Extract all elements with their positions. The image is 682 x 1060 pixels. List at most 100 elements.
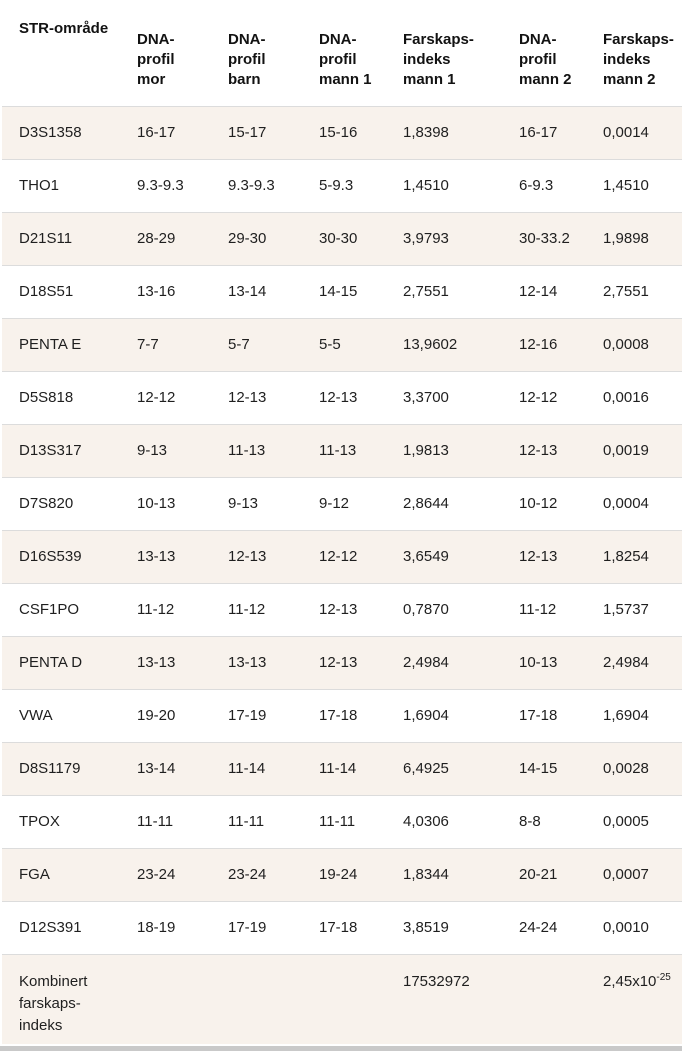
cell-dna-profil-mann2: 16-17 <box>519 106 603 159</box>
cell-dna-profil-barn: 5-7 <box>228 318 319 371</box>
table-row: D3S1358 16-17 15-17 15-16 1,8398 16-17 0… <box>2 106 682 159</box>
col-header-dna-profil-mor: DNA- profil mor <box>137 31 175 88</box>
cell-str-omrade: D16S539 <box>2 530 137 583</box>
cell-dna-profil-mann1: 17-18 <box>319 689 403 742</box>
cell-str-omrade: D5S818 <box>2 371 137 424</box>
table-body: D3S1358 16-17 15-17 15-16 1,8398 16-17 0… <box>2 106 682 1044</box>
footer-combined-index-mann2: 2,45x10-25 <box>603 954 682 1044</box>
cell-farskapsindeks-mann1: 3,3700 <box>403 371 519 424</box>
cell-farskapsindeks-mann1: 1,8344 <box>403 848 519 901</box>
cell-farskapsindeks-mann2: 0,0014 <box>603 106 682 159</box>
cell-dna-profil-mor: 11-12 <box>137 583 228 636</box>
cell-farskapsindeks-mann1: 2,8644 <box>403 477 519 530</box>
cell-farskapsindeks-mann1: 13,9602 <box>403 318 519 371</box>
cell-dna-profil-mann1: 5-5 <box>319 318 403 371</box>
combined-index-mann2-exponent: -25 <box>656 972 671 983</box>
cell-farskapsindeks-mann2: 0,0007 <box>603 848 682 901</box>
cell-dna-profil-mann2: 17-18 <box>519 689 603 742</box>
table-row: D5S818 12-12 12-13 12-13 3,3700 12-12 0,… <box>2 371 682 424</box>
horizontal-scrollbar-track <box>0 1046 682 1051</box>
footer-empty-mann2 <box>519 954 603 1044</box>
cell-farskapsindeks-mann2: 0,0016 <box>603 371 682 424</box>
cell-dna-profil-mann1: 12-13 <box>319 636 403 689</box>
table-row: D7S820 10-13 9-13 9-12 2,8644 10-12 0,00… <box>2 477 682 530</box>
cell-farskapsindeks-mann2: 1,4510 <box>603 159 682 212</box>
cell-dna-profil-mann2: 12-14 <box>519 265 603 318</box>
cell-str-omrade: D3S1358 <box>2 106 137 159</box>
cell-farskapsindeks-mann2: 0,0005 <box>603 795 682 848</box>
cell-dna-profil-mann1: 14-15 <box>319 265 403 318</box>
cell-str-omrade: FGA <box>2 848 137 901</box>
col-header-dna-profil-mann1: DNA- profil mann 1 <box>319 31 372 88</box>
table-row: FGA 23-24 23-24 19-24 1,8344 20-21 0,000… <box>2 848 682 901</box>
cell-farskapsindeks-mann1: 1,9813 <box>403 424 519 477</box>
cell-dna-profil-mor: 19-20 <box>137 689 228 742</box>
footer-label: Kombinert farskaps- indeks <box>2 954 137 1044</box>
cell-farskapsindeks-mann2: 1,5737 <box>603 583 682 636</box>
cell-str-omrade: PENTA E <box>2 318 137 371</box>
table-row: D18S51 13-16 13-14 14-15 2,7551 12-14 2,… <box>2 265 682 318</box>
horizontal-scrollbar-thumb[interactable] <box>0 1046 682 1051</box>
cell-dna-profil-mann2: 12-13 <box>519 424 603 477</box>
cell-farskapsindeks-mann2: 1,6904 <box>603 689 682 742</box>
cell-dna-profil-barn: 12-13 <box>228 530 319 583</box>
cell-dna-profil-mann2: 12-13 <box>519 530 603 583</box>
cell-farskapsindeks-mann2: 2,4984 <box>603 636 682 689</box>
cell-dna-profil-mann2: 12-12 <box>519 371 603 424</box>
col-header-str-omrade: STR-område <box>19 20 109 37</box>
col-header-farskapsindeks-mann1: Farskaps- indeks mann 1 <box>403 31 474 88</box>
footer-combined-index-mann1: 17532972 <box>403 954 519 1044</box>
table-row: TPOX 11-11 11-11 11-11 4,0306 8-8 0,0005 <box>2 795 682 848</box>
cell-dna-profil-mann2: 12-16 <box>519 318 603 371</box>
cell-dna-profil-mann2: 6-9.3 <box>519 159 603 212</box>
cell-farskapsindeks-mann1: 2,4984 <box>403 636 519 689</box>
cell-dna-profil-barn: 9.3-9.3 <box>228 159 319 212</box>
table-row: D16S539 13-13 12-13 12-12 3,6549 12-13 1… <box>2 530 682 583</box>
cell-dna-profil-mann1: 17-18 <box>319 901 403 954</box>
cell-dna-profil-barn: 23-24 <box>228 848 319 901</box>
cell-dna-profil-mor: 28-29 <box>137 212 228 265</box>
cell-dna-profil-barn: 17-19 <box>228 901 319 954</box>
cell-dna-profil-mor: 23-24 <box>137 848 228 901</box>
footer-row: Kombinert farskaps- indeks 17532972 2,45… <box>2 954 682 1044</box>
cell-farskapsindeks-mann1: 3,8519 <box>403 901 519 954</box>
cell-str-omrade: CSF1PO <box>2 583 137 636</box>
cell-dna-profil-mann2: 20-21 <box>519 848 603 901</box>
cell-dna-profil-barn: 11-11 <box>228 795 319 848</box>
cell-dna-profil-barn: 12-13 <box>228 371 319 424</box>
cell-dna-profil-mor: 18-19 <box>137 901 228 954</box>
cell-dna-profil-barn: 15-17 <box>228 106 319 159</box>
cell-dna-profil-barn: 11-14 <box>228 742 319 795</box>
cell-dna-profil-barn: 17-19 <box>228 689 319 742</box>
cell-farskapsindeks-mann2: 1,9898 <box>603 212 682 265</box>
cell-farskapsindeks-mann1: 3,6549 <box>403 530 519 583</box>
cell-str-omrade: D8S1179 <box>2 742 137 795</box>
cell-dna-profil-barn: 29-30 <box>228 212 319 265</box>
cell-farskapsindeks-mann2: 0,0028 <box>603 742 682 795</box>
col-header-farskapsindeks-mann2: Farskaps- indeks mann 2 <box>603 31 674 88</box>
cell-dna-profil-barn: 13-14 <box>228 265 319 318</box>
col-header-dna-profil-barn: DNA- profil barn <box>228 31 266 88</box>
table-row: D21S11 28-29 29-30 30-30 3,9793 30-33.2 … <box>2 212 682 265</box>
cell-dna-profil-mann1: 11-14 <box>319 742 403 795</box>
cell-farskapsindeks-mann1: 1,4510 <box>403 159 519 212</box>
cell-farskapsindeks-mann2: 2,7551 <box>603 265 682 318</box>
cell-dna-profil-mann1: 11-11 <box>319 795 403 848</box>
cell-str-omrade: D13S317 <box>2 424 137 477</box>
cell-dna-profil-mann2: 14-15 <box>519 742 603 795</box>
cell-str-omrade: VWA <box>2 689 137 742</box>
cell-dna-profil-mann1: 11-13 <box>319 424 403 477</box>
table-row: D12S391 18-19 17-19 17-18 3,8519 24-24 0… <box>2 901 682 954</box>
table-header: STR-område DNA- profil mor DNA- profil b… <box>2 0 682 106</box>
cell-farskapsindeks-mann1: 1,6904 <box>403 689 519 742</box>
cell-farskapsindeks-mann1: 3,9793 <box>403 212 519 265</box>
cell-farskapsindeks-mann2: 0,0004 <box>603 477 682 530</box>
cell-str-omrade: D12S391 <box>2 901 137 954</box>
cell-dna-profil-barn: 9-13 <box>228 477 319 530</box>
table-row: CSF1PO 11-12 11-12 12-13 0,7870 11-12 1,… <box>2 583 682 636</box>
cell-farskapsindeks-mann1: 2,7551 <box>403 265 519 318</box>
table-row: VWA 19-20 17-19 17-18 1,6904 17-18 1,690… <box>2 689 682 742</box>
cell-dna-profil-mann2: 10-13 <box>519 636 603 689</box>
cell-dna-profil-mor: 12-12 <box>137 371 228 424</box>
